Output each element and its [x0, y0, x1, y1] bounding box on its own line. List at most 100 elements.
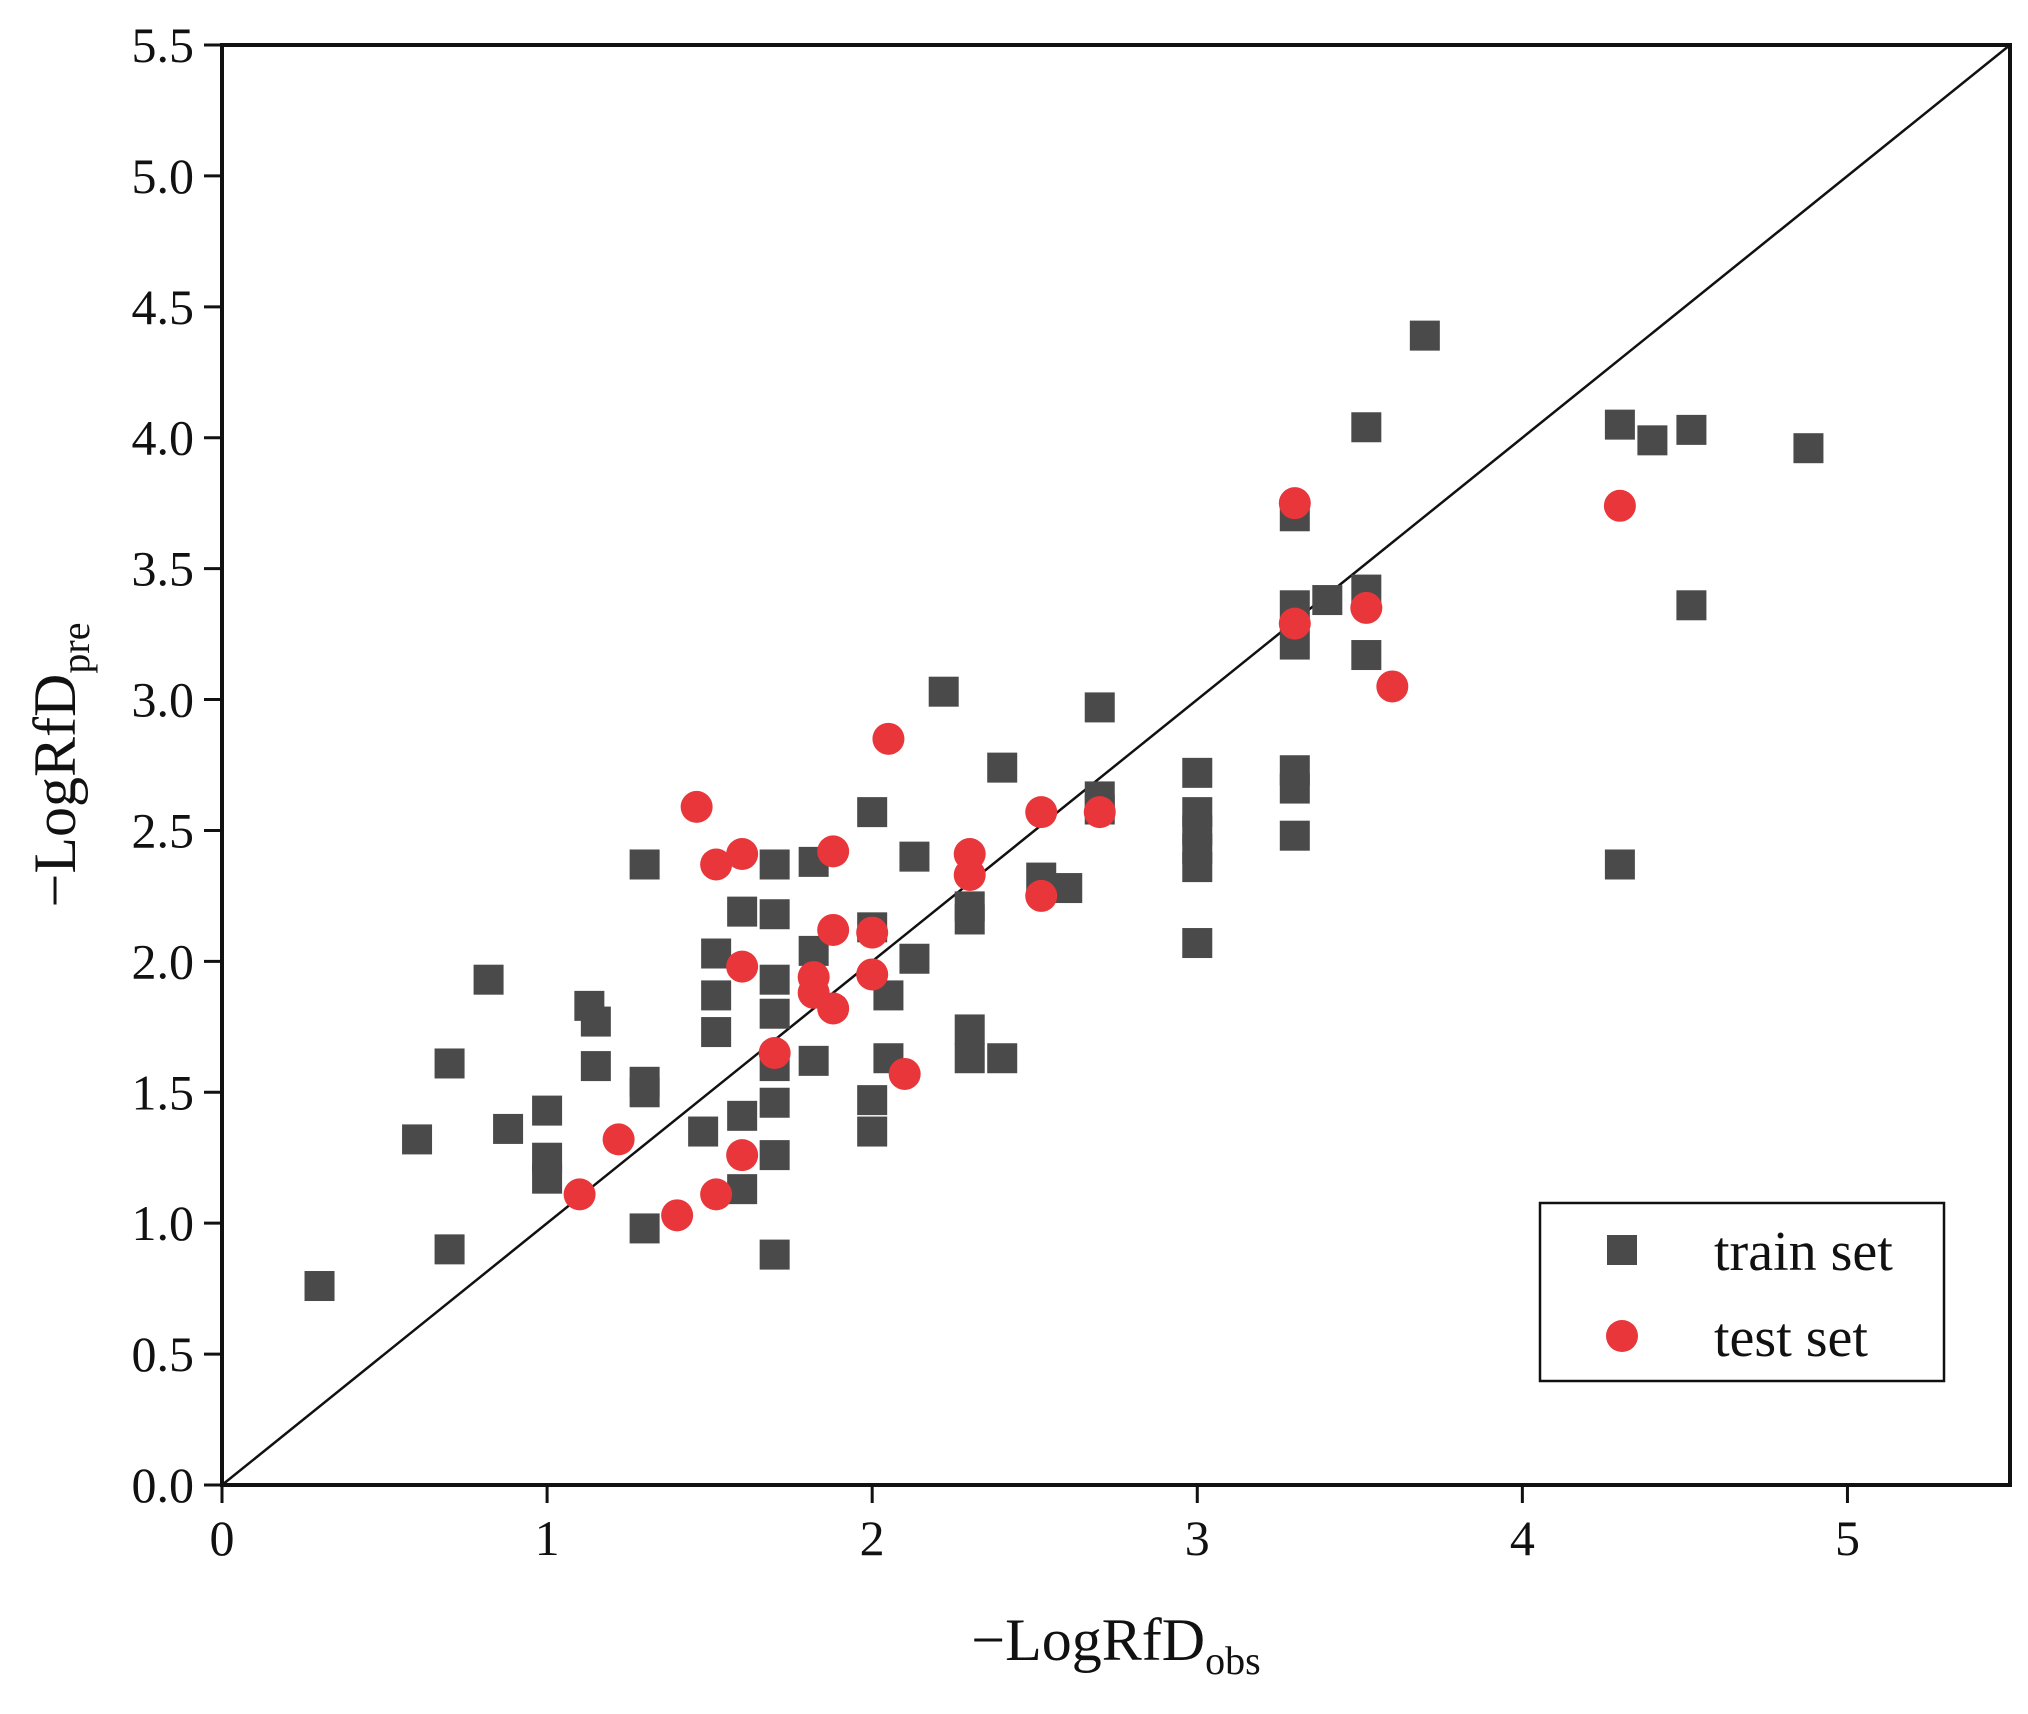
legend: train set test set [1538, 1201, 1946, 1383]
train-point [857, 1085, 888, 1116]
train-point [759, 849, 790, 880]
train-point [688, 1116, 719, 1147]
train-point [1052, 873, 1083, 904]
train-point [987, 1043, 1018, 1074]
train-point [580, 1051, 611, 1082]
train-point [759, 1239, 790, 1270]
legend-test-circle-icon [1606, 1320, 1638, 1352]
train-point [1182, 928, 1213, 959]
test-point [1603, 489, 1636, 522]
y-tick-label: 3.5 [132, 541, 195, 597]
axis-ticks-layer: 0 1 2 3 4 5 0.0 0.5 1.0 1.5 2.0 2.5 3.0 3.5 4.0 4.5 5.0 5… [132, 17, 1860, 1566]
train-point [1604, 849, 1635, 880]
x-axis-title-main: −LogRfD [971, 1607, 1205, 1673]
train-point [701, 938, 732, 969]
data-points-layer [304, 320, 1824, 1302]
train-point [727, 896, 758, 927]
train-point [899, 943, 930, 974]
train-point [1182, 852, 1213, 883]
legend-box [1538, 1201, 1946, 1383]
train-point [629, 849, 660, 880]
test-point [661, 1199, 694, 1232]
train-point [701, 980, 732, 1011]
train-point [798, 1045, 829, 1076]
x-tick-label: 1 [535, 1510, 560, 1566]
legend-train-square-icon [1607, 1235, 1637, 1265]
y-tick-label: 1.5 [132, 1064, 195, 1120]
train-point [1312, 585, 1343, 616]
train-point [473, 964, 504, 995]
train-point [1279, 820, 1310, 851]
train-point [954, 1014, 985, 1045]
train-point [954, 1043, 985, 1074]
test-point [1350, 591, 1383, 624]
test-point [726, 950, 759, 983]
x-axis-title-subscript: obs [1205, 1638, 1261, 1683]
train-point [493, 1113, 524, 1144]
train-point [1351, 640, 1382, 671]
reference-line-layer [221, 44, 2011, 1486]
y-tick-label: 0.0 [132, 1457, 195, 1513]
train-point [1084, 692, 1115, 723]
test-point [700, 848, 733, 881]
identity-reference-line [221, 44, 2011, 1486]
test-point [872, 722, 905, 755]
test-point [1278, 487, 1311, 520]
train-point [532, 1163, 563, 1194]
train-point [899, 841, 930, 872]
train-point [629, 1077, 660, 1108]
train-point [928, 676, 959, 707]
train-point [987, 752, 1018, 783]
train-point [1676, 590, 1707, 621]
train-point [857, 797, 888, 828]
test-point [680, 790, 713, 823]
train-point [727, 1100, 758, 1131]
y-tick-label: 3.0 [132, 672, 195, 728]
x-tick-label: 2 [860, 1510, 885, 1566]
x-axis-title: −LogRfDobs [971, 1607, 1260, 1683]
test-point [953, 858, 986, 891]
train-point [304, 1271, 335, 1302]
y-tick-label: 5.0 [132, 148, 195, 204]
test-point [817, 835, 850, 868]
series-train-set [304, 320, 1824, 1302]
test-point [1376, 670, 1409, 703]
x-tick-label: 3 [1185, 1510, 1210, 1566]
y-axis-title-main: −LogRfD [22, 674, 88, 908]
train-point [629, 1213, 660, 1244]
plot-frame [220, 43, 2012, 1487]
train-point [1351, 412, 1382, 443]
test-point [1083, 796, 1116, 829]
train-point [701, 1017, 732, 1048]
test-point [758, 1037, 791, 1069]
train-point [759, 1140, 790, 1171]
train-point [759, 964, 790, 995]
train-point [759, 1087, 790, 1118]
y-tick-label: 2.0 [132, 933, 195, 989]
train-point [1676, 414, 1707, 445]
y-tick-label: 4.0 [132, 410, 195, 466]
train-point [1182, 757, 1213, 788]
train-point [434, 1234, 465, 1265]
y-tick-label: 0.5 [132, 1326, 195, 1382]
test-point [700, 1178, 733, 1211]
train-point [727, 1174, 758, 1205]
train-point [1409, 320, 1440, 351]
y-tick-label: 5.5 [132, 17, 195, 73]
test-point [817, 913, 850, 946]
test-point [602, 1123, 635, 1156]
series-test-set [563, 487, 1636, 1232]
test-point [563, 1178, 596, 1211]
train-point [1279, 773, 1310, 804]
x-tick-label: 0 [210, 1510, 235, 1566]
y-tick-label: 2.5 [132, 802, 195, 858]
test-point [856, 916, 889, 949]
y-axis-title-subscript: pre [53, 623, 98, 674]
train-point [759, 998, 790, 1029]
test-point [1278, 607, 1311, 640]
train-point [580, 1006, 611, 1037]
test-point [1025, 879, 1058, 912]
train-point [954, 904, 985, 935]
y-tick-label: 4.5 [132, 279, 195, 335]
